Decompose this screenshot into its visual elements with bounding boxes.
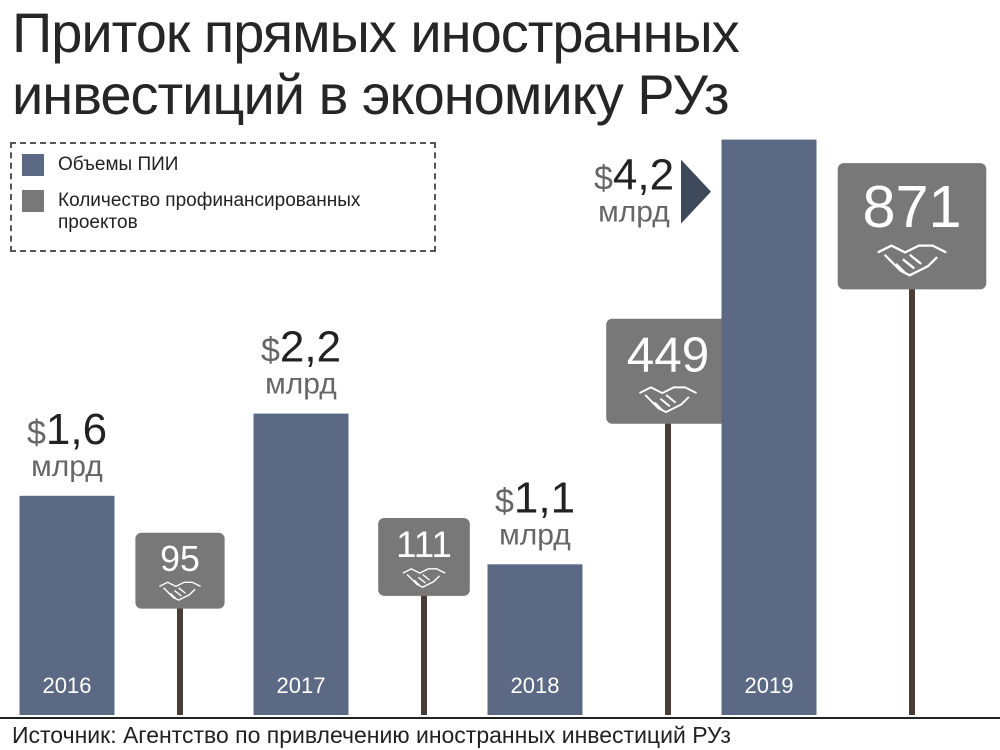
icon-stroke xyxy=(159,581,201,588)
legend-swatch xyxy=(22,190,44,212)
handshake-icon xyxy=(639,386,697,414)
value-number: 2,2 xyxy=(280,323,341,372)
value-prefix: $ xyxy=(495,482,514,520)
value-number: 4,2 xyxy=(613,151,674,200)
legend-label: Объемы ПИИ xyxy=(58,154,179,175)
bar xyxy=(721,139,817,716)
value-number: 1,1 xyxy=(514,473,575,522)
project-sign: 871 xyxy=(837,163,987,715)
icon-stroke xyxy=(406,573,441,588)
legend-swatch xyxy=(22,154,44,176)
icon-stroke xyxy=(163,587,196,601)
value-unit: млрд xyxy=(499,518,571,551)
legend-entry: Объемы ПИИ xyxy=(22,154,424,176)
handshake-icon xyxy=(402,568,446,588)
sign xyxy=(378,517,470,596)
category-label: 2019 xyxy=(745,673,794,698)
bar xyxy=(19,495,115,715)
icon-stroke xyxy=(644,394,690,414)
icon-stroke xyxy=(883,253,938,277)
value-label: $1,6 xyxy=(27,405,107,454)
project-count: 111 xyxy=(396,524,452,565)
handshake-icon xyxy=(877,244,947,277)
value-prefix: $ xyxy=(27,414,46,452)
legend-entry: Количество профинансированных проектов xyxy=(22,190,424,234)
sign-pole xyxy=(909,287,915,715)
icon-stroke xyxy=(169,587,186,600)
project-count: 449 xyxy=(627,328,709,383)
legend-label: Количество профинансированных проектов xyxy=(58,190,361,233)
project-sign: 111 xyxy=(378,517,470,715)
icon-stroke xyxy=(402,568,446,574)
icon-stroke xyxy=(413,573,431,587)
sign-pole xyxy=(665,421,671,715)
project-sign: 449 xyxy=(606,318,730,715)
value-unit: млрд xyxy=(598,196,670,229)
value-prefix: $ xyxy=(594,160,613,198)
bar xyxy=(487,564,583,715)
sign xyxy=(135,532,225,609)
value-label: $4,2 xyxy=(594,151,674,200)
icon-stroke xyxy=(895,253,922,274)
value-prefix: $ xyxy=(261,332,280,370)
baseline-rule xyxy=(0,717,1000,719)
sign-pole xyxy=(421,593,427,715)
value-unit: млрд xyxy=(31,450,103,483)
bar xyxy=(253,413,349,715)
value-label: $2,2 xyxy=(261,323,341,372)
icon-stroke xyxy=(654,394,677,411)
chart-title: Приток прямых иностранных инвестиций в э… xyxy=(12,1,740,126)
sign xyxy=(837,163,987,290)
icon-stroke xyxy=(877,244,947,254)
category-label: 2018 xyxy=(511,673,560,698)
category-label: 2017 xyxy=(277,673,326,698)
value-number: 1,6 xyxy=(46,405,107,454)
handshake-icon xyxy=(159,581,201,601)
sign-pole xyxy=(177,606,183,715)
value-label: $1,1 xyxy=(495,473,575,522)
source-note: Источник: Агентство по привлечению иност… xyxy=(12,722,731,748)
legend: Объемы ПИИ Количество профинансированных … xyxy=(10,142,436,252)
pointer-arrow xyxy=(681,159,711,224)
value-unit: млрд xyxy=(265,368,337,401)
category-label: 2016 xyxy=(43,673,92,698)
project-count: 871 xyxy=(862,173,961,240)
sign xyxy=(606,318,730,424)
project-count: 95 xyxy=(160,539,200,579)
project-sign: 95 xyxy=(135,532,225,715)
icon-stroke xyxy=(639,386,697,395)
